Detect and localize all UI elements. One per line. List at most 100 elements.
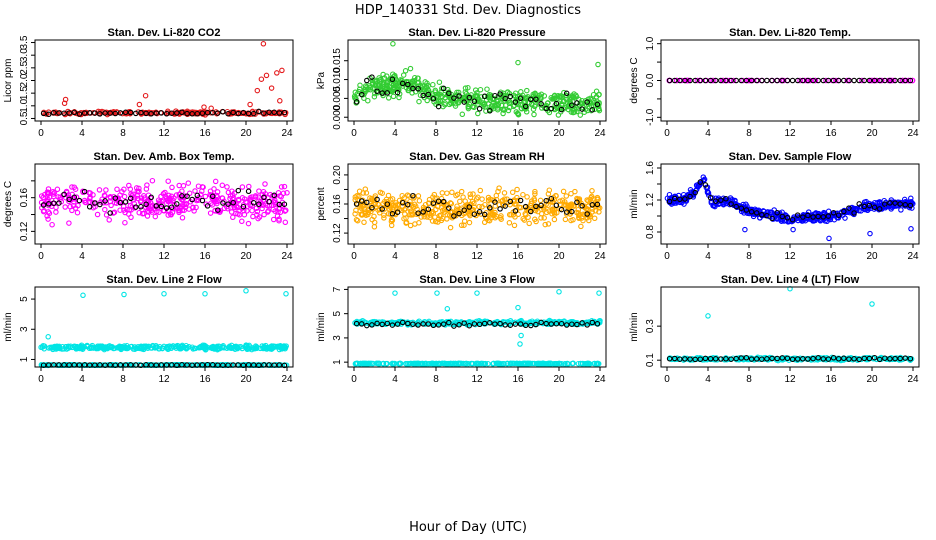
sample-point bbox=[185, 180, 192, 186]
sample-point bbox=[114, 186, 120, 193]
sample-point bbox=[490, 361, 496, 367]
y-tick-label: 5 bbox=[332, 310, 343, 316]
mean-point bbox=[420, 321, 426, 327]
mean-point bbox=[677, 356, 683, 362]
mean-point bbox=[594, 321, 601, 327]
mean-point bbox=[907, 77, 914, 84]
mean-point bbox=[353, 201, 360, 207]
sample-point bbox=[386, 206, 393, 212]
sample-point bbox=[580, 217, 586, 224]
x-tick-label: 12 bbox=[784, 128, 796, 139]
mean-point bbox=[548, 195, 555, 202]
sample-point bbox=[507, 99, 513, 105]
mean-point bbox=[846, 205, 852, 211]
sample-point bbox=[120, 203, 127, 210]
mean-point bbox=[425, 321, 432, 327]
mean-point bbox=[451, 213, 457, 219]
mean-point bbox=[692, 77, 698, 84]
mean-point bbox=[61, 191, 67, 198]
mean-point bbox=[856, 77, 862, 84]
sample-point bbox=[541, 215, 547, 221]
sample-point bbox=[246, 183, 252, 190]
y-axis-label: ml/min bbox=[629, 312, 640, 341]
mean-point bbox=[887, 77, 893, 84]
sample-point bbox=[245, 220, 252, 227]
mean-point bbox=[230, 109, 236, 116]
sample-point bbox=[362, 83, 369, 89]
sample-point bbox=[531, 360, 537, 367]
sample-point bbox=[129, 204, 135, 210]
x-tick-label: 20 bbox=[553, 128, 565, 139]
sample-point bbox=[463, 98, 470, 105]
mean-point bbox=[584, 99, 590, 105]
mean-point bbox=[358, 198, 365, 204]
sample-point bbox=[388, 216, 395, 223]
mean-point bbox=[794, 356, 801, 362]
mean-point bbox=[733, 203, 739, 210]
x-tick-label: 24 bbox=[907, 128, 919, 139]
mean-point bbox=[451, 323, 457, 329]
mean-point bbox=[204, 109, 211, 116]
mean-point bbox=[353, 320, 360, 327]
mean-point bbox=[738, 355, 745, 361]
mean-point bbox=[476, 209, 483, 215]
mean-point bbox=[410, 192, 416, 199]
y-axis: 0.12 0.16 0.20 bbox=[332, 165, 348, 243]
sample-point bbox=[443, 361, 450, 367]
sample-point bbox=[565, 202, 571, 209]
mean-point bbox=[379, 206, 385, 212]
mean-point bbox=[174, 201, 180, 207]
mean-point bbox=[769, 355, 775, 362]
sample-point bbox=[122, 209, 128, 216]
sample-point bbox=[898, 207, 904, 213]
sample-point bbox=[825, 208, 832, 215]
mean-point bbox=[45, 201, 52, 207]
mean-point bbox=[687, 356, 693, 362]
y-axis-label: degrees C bbox=[629, 57, 640, 103]
sample-point bbox=[779, 357, 786, 363]
sample-point bbox=[65, 343, 71, 350]
mean-point bbox=[240, 203, 247, 210]
mean-point bbox=[538, 319, 544, 326]
mean-point bbox=[163, 111, 170, 117]
sample-point bbox=[475, 110, 481, 117]
y-tick-label: 5 bbox=[19, 296, 30, 302]
sample-point bbox=[526, 220, 532, 227]
mean-point bbox=[148, 194, 154, 201]
mean-point bbox=[774, 355, 780, 362]
mean-point bbox=[738, 77, 745, 84]
sample-point bbox=[365, 209, 371, 216]
mean-point bbox=[179, 193, 185, 199]
x-tick-label: 12 bbox=[784, 374, 796, 385]
mean-point bbox=[563, 90, 570, 97]
x-tick-label: 4 bbox=[392, 374, 398, 385]
mean-point bbox=[789, 216, 796, 223]
sample-point bbox=[69, 184, 75, 190]
y-axis-label: kPa bbox=[316, 71, 327, 89]
sample-point bbox=[872, 203, 879, 210]
sample-point bbox=[430, 361, 437, 367]
mean-point bbox=[81, 110, 88, 116]
sample-point bbox=[390, 71, 396, 77]
mean-point bbox=[784, 77, 791, 84]
sample-point bbox=[221, 205, 228, 212]
mean-point bbox=[876, 356, 883, 363]
sample-point bbox=[243, 288, 249, 294]
sample-point bbox=[136, 185, 142, 192]
y-tick-label: 3 bbox=[19, 326, 30, 332]
mean-point bbox=[410, 321, 416, 327]
mean-point bbox=[825, 213, 832, 219]
sample-point bbox=[362, 186, 369, 192]
sample-point bbox=[265, 208, 272, 214]
mean-point bbox=[245, 188, 252, 195]
sample-point bbox=[454, 203, 460, 209]
sample-point bbox=[417, 92, 424, 98]
sample-point bbox=[45, 216, 51, 222]
mean-point bbox=[138, 203, 144, 210]
sample-point bbox=[452, 103, 459, 109]
mean-point bbox=[271, 192, 277, 199]
mean-point bbox=[487, 108, 493, 114]
sample-point bbox=[275, 190, 282, 196]
mean-point bbox=[261, 194, 267, 201]
mean-point bbox=[743, 207, 750, 213]
